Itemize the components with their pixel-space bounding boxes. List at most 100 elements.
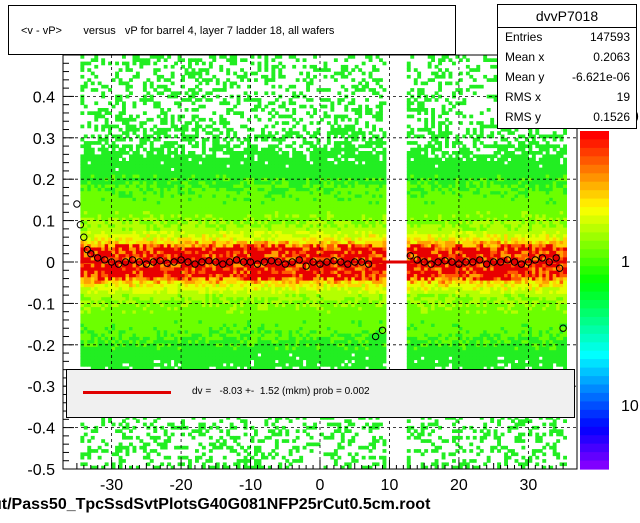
density-cell: [163, 184, 168, 188]
density-cell: [226, 147, 231, 152]
density-cell: [139, 290, 144, 294]
density-cell: [195, 71, 199, 76]
density-cell: [274, 306, 279, 311]
density-cell: [146, 210, 151, 215]
density-cell: [174, 134, 178, 139]
density-cell: [243, 300, 248, 304]
density-cell: [94, 214, 99, 218]
density-cell: [181, 180, 185, 185]
density-cell: [149, 98, 154, 102]
density-cell: [261, 290, 265, 294]
density-cell: [149, 290, 154, 294]
density-cell: [261, 336, 265, 341]
density-cell: [181, 363, 185, 367]
density-cell: [222, 349, 227, 354]
density-cell: [163, 346, 168, 351]
density-cell: [226, 320, 231, 324]
density-cell: [274, 303, 279, 308]
density-cell: [80, 55, 85, 59]
density-cell: [125, 253, 130, 258]
density-cell: [236, 339, 241, 344]
density-cell: [153, 174, 158, 178]
density-cell: [115, 276, 119, 281]
density-cell: [250, 151, 255, 155]
density-cell: [254, 230, 258, 235]
density-cell: [87, 329, 92, 334]
density-cell: [90, 273, 95, 278]
density-cell: [125, 343, 130, 347]
density-cell: [135, 333, 140, 337]
density-cell: [118, 366, 123, 370]
density-cell: [201, 280, 206, 284]
density-cell: [226, 429, 231, 433]
density-cell: [160, 74, 165, 79]
density-cell: [125, 84, 130, 89]
density-cell: [219, 346, 224, 351]
density-cell: [212, 161, 217, 165]
density-cell: [146, 161, 151, 165]
density-cell: [205, 81, 210, 86]
density-cell: [184, 293, 189, 298]
density-cell: [261, 210, 265, 215]
density-cell: [254, 267, 258, 271]
density-cell: [163, 267, 168, 271]
density-cell: [108, 207, 112, 212]
density-cell: [267, 323, 272, 327]
density-cell: [177, 316, 182, 321]
density-cell: [149, 55, 154, 59]
density-cell: [267, 313, 272, 317]
density-cell: [195, 197, 199, 202]
density-cell: [87, 439, 92, 443]
density-cell: [215, 356, 220, 361]
density-cell: [184, 326, 189, 331]
density-cell: [229, 290, 234, 294]
density-cell: [132, 233, 137, 238]
density-cell: [174, 326, 178, 331]
density-cell: [94, 363, 99, 367]
density-cell: [240, 180, 244, 185]
density-cell: [198, 280, 203, 284]
density-cell: [254, 286, 258, 291]
density-cell: [174, 273, 178, 278]
density-cell: [233, 214, 238, 218]
density-cell: [254, 71, 258, 76]
density-cell: [87, 296, 92, 301]
density-cell: [195, 174, 199, 178]
density-cell: [188, 366, 192, 370]
density-cell: [222, 247, 227, 251]
density-cell: [94, 220, 99, 225]
density-cell: [212, 197, 217, 202]
density-cell: [139, 356, 144, 361]
density-cell: [177, 283, 182, 288]
density-cell: [195, 214, 199, 218]
density-cell: [174, 210, 178, 215]
density-cell: [198, 353, 203, 357]
density-cell: [257, 293, 262, 298]
density-cell: [163, 237, 168, 241]
density-cell: [184, 276, 189, 281]
density-cell: [135, 316, 140, 321]
density-cell: [250, 174, 255, 178]
density-cell: [104, 442, 109, 447]
density-cell: [208, 353, 213, 357]
density-cell: [274, 98, 279, 102]
density-cell: [181, 432, 185, 437]
density-cell: [174, 267, 178, 271]
density-cell: [208, 55, 213, 59]
density-cell: [94, 194, 99, 198]
density-cell: [198, 220, 203, 225]
density-cell: [111, 207, 116, 212]
density-cell: [274, 419, 279, 423]
density-cell: [129, 257, 133, 261]
density-cell: [118, 98, 123, 102]
density-cell: [198, 230, 203, 235]
density-cell: [104, 296, 109, 301]
density-cell: [219, 197, 224, 202]
density-cell: [274, 240, 279, 245]
density-cell: [149, 147, 154, 152]
density-cell: [191, 247, 196, 251]
density-cell: [94, 339, 99, 344]
density-cell: [132, 336, 137, 341]
density-cell: [188, 363, 192, 367]
density-cell: [170, 117, 175, 122]
